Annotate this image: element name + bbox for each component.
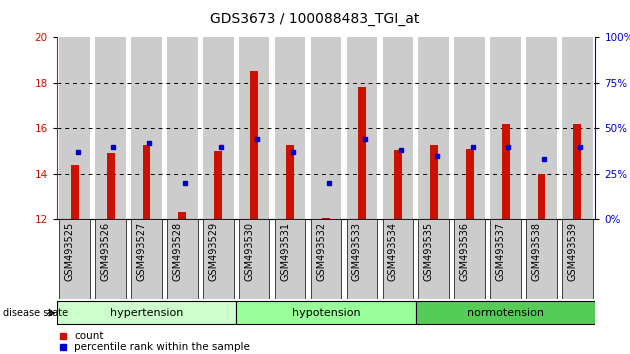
Text: percentile rank within the sample: percentile rank within the sample bbox=[74, 342, 250, 352]
Text: normotension: normotension bbox=[467, 308, 544, 318]
FancyBboxPatch shape bbox=[346, 219, 377, 299]
Bar bbox=[311, 37, 341, 219]
Bar bbox=[203, 37, 234, 219]
Bar bbox=[239, 37, 270, 219]
Bar bbox=[346, 37, 377, 219]
Text: GSM493529: GSM493529 bbox=[209, 222, 218, 281]
Bar bbox=[454, 37, 485, 219]
Bar bbox=[573, 124, 581, 219]
Text: hypertension: hypertension bbox=[110, 308, 183, 318]
Text: GSM493525: GSM493525 bbox=[65, 222, 75, 281]
Bar bbox=[95, 37, 126, 219]
Bar bbox=[59, 37, 90, 219]
FancyBboxPatch shape bbox=[382, 219, 413, 299]
Bar bbox=[142, 145, 151, 219]
Text: GSM493528: GSM493528 bbox=[173, 222, 183, 281]
Bar bbox=[250, 72, 258, 219]
Bar bbox=[358, 87, 366, 219]
FancyBboxPatch shape bbox=[203, 219, 234, 299]
Bar bbox=[131, 37, 162, 219]
Bar bbox=[275, 37, 306, 219]
Text: GSM493539: GSM493539 bbox=[568, 222, 577, 281]
Bar bbox=[466, 149, 474, 219]
Text: GSM493531: GSM493531 bbox=[280, 222, 290, 281]
Bar bbox=[382, 37, 413, 219]
Bar bbox=[286, 145, 294, 219]
Text: GSM493532: GSM493532 bbox=[316, 222, 326, 281]
Bar bbox=[167, 37, 198, 219]
Text: disease state: disease state bbox=[3, 308, 68, 318]
FancyBboxPatch shape bbox=[311, 219, 341, 299]
FancyBboxPatch shape bbox=[418, 219, 449, 299]
FancyBboxPatch shape bbox=[562, 219, 593, 299]
Bar bbox=[562, 37, 593, 219]
FancyBboxPatch shape bbox=[275, 219, 306, 299]
Text: GSM493538: GSM493538 bbox=[532, 222, 541, 281]
FancyBboxPatch shape bbox=[490, 219, 521, 299]
Bar bbox=[71, 165, 79, 219]
FancyBboxPatch shape bbox=[416, 302, 595, 324]
Text: GSM493535: GSM493535 bbox=[424, 222, 433, 281]
FancyBboxPatch shape bbox=[236, 302, 416, 324]
Text: GDS3673 / 100088483_TGI_at: GDS3673 / 100088483_TGI_at bbox=[210, 12, 420, 27]
Text: GSM493534: GSM493534 bbox=[388, 222, 398, 281]
FancyBboxPatch shape bbox=[131, 219, 162, 299]
Bar bbox=[178, 211, 186, 219]
Bar bbox=[501, 124, 510, 219]
Bar bbox=[526, 37, 557, 219]
Text: hypotension: hypotension bbox=[292, 308, 360, 318]
Text: GSM493536: GSM493536 bbox=[460, 222, 469, 281]
Bar bbox=[106, 153, 115, 219]
FancyBboxPatch shape bbox=[95, 219, 126, 299]
FancyBboxPatch shape bbox=[454, 219, 485, 299]
Bar bbox=[537, 174, 546, 219]
Text: count: count bbox=[74, 331, 103, 341]
Bar bbox=[394, 150, 402, 219]
Text: GSM493526: GSM493526 bbox=[101, 222, 111, 281]
Text: GSM493533: GSM493533 bbox=[352, 222, 362, 281]
FancyBboxPatch shape bbox=[239, 219, 270, 299]
Bar bbox=[322, 218, 330, 219]
Bar bbox=[214, 151, 222, 219]
Text: GSM493527: GSM493527 bbox=[137, 222, 146, 281]
FancyBboxPatch shape bbox=[57, 302, 236, 324]
FancyBboxPatch shape bbox=[526, 219, 557, 299]
FancyBboxPatch shape bbox=[59, 219, 90, 299]
Text: GSM493530: GSM493530 bbox=[244, 222, 254, 281]
Bar bbox=[418, 37, 449, 219]
FancyBboxPatch shape bbox=[167, 219, 198, 299]
Bar bbox=[490, 37, 521, 219]
Text: GSM493537: GSM493537 bbox=[496, 222, 505, 281]
Bar bbox=[430, 145, 438, 219]
